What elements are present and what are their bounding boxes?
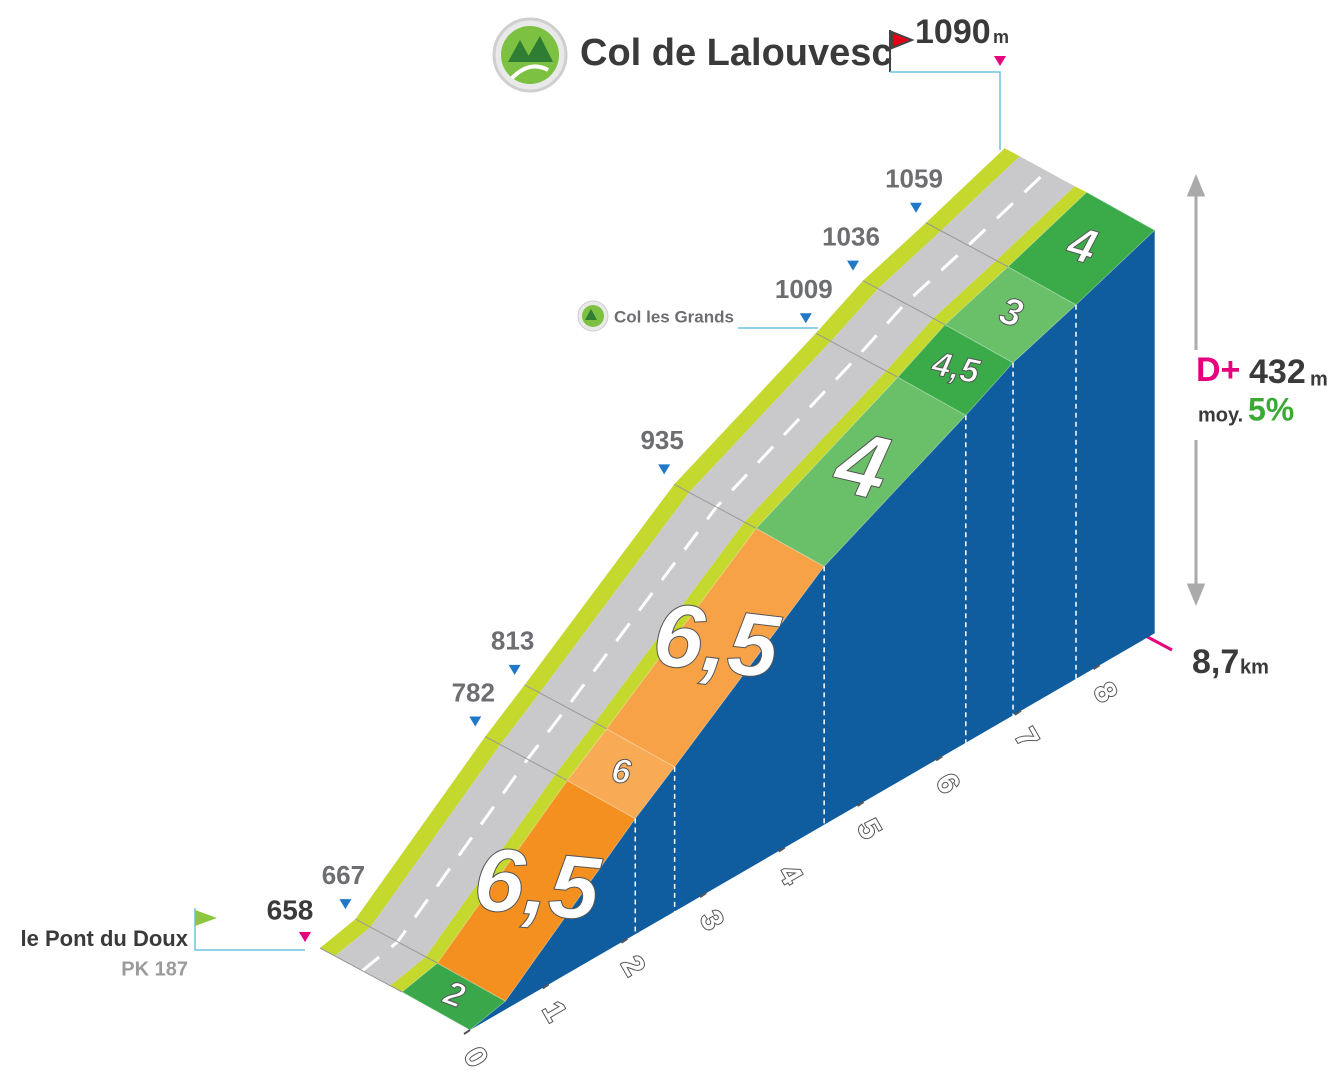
km-tick: [464, 1030, 470, 1034]
distance-unit: km: [1240, 656, 1269, 678]
start-pk: PK 187: [121, 958, 188, 980]
summit-unit: m: [993, 27, 1009, 47]
altitude-label: 813: [491, 626, 534, 656]
altitude-label: 782: [452, 677, 495, 707]
altitude-label: 667: [322, 860, 365, 890]
km-label: 8: [1087, 677, 1124, 708]
average-value: 5%: [1248, 391, 1294, 427]
summit-leader: [890, 72, 1000, 150]
km-label: 3: [693, 905, 730, 936]
km-label: 4: [772, 859, 809, 890]
km-label: 1: [536, 996, 573, 1027]
start-flag: [195, 910, 217, 926]
altitude-marker: [469, 717, 481, 727]
start-altitude: 658: [267, 894, 314, 925]
gradient-label: 6,5: [470, 829, 606, 941]
km-label: 0: [457, 1042, 494, 1073]
start-name: le Pont du Doux: [21, 926, 189, 951]
average-label: moy.: [1198, 404, 1243, 426]
gain-label: D+: [1196, 351, 1240, 389]
altitude-marker: [509, 665, 521, 675]
summit-icon: [494, 19, 566, 91]
km-label: 7: [1008, 723, 1045, 754]
km-label: 2: [614, 951, 651, 982]
summit-name: Col de Lalouvesc: [580, 32, 893, 74]
gradient-label: 6,5: [648, 584, 786, 698]
summit-flag: [890, 30, 912, 72]
pass-name: Col les Grands: [614, 307, 734, 326]
altitude-marker: [847, 261, 859, 271]
summit-marker: [994, 56, 1006, 66]
pass-icon: [578, 301, 608, 331]
altitude-label: 1009: [775, 274, 833, 304]
gain-value: 432: [1249, 353, 1306, 391]
altitude-marker: [910, 203, 922, 213]
altitude-label: 935: [640, 425, 683, 455]
start-marker: [299, 932, 311, 942]
summit-altitude: 1090: [915, 13, 991, 51]
km-label: 6: [929, 768, 966, 799]
altitude-label: 1036: [822, 222, 880, 252]
km-label: 5: [850, 814, 887, 845]
distance-value: 8,7: [1192, 643, 1239, 681]
climb-profile: Col de Lalouvesc 1090 m le Pont du Doux …: [0, 0, 1336, 1073]
gain-unit: m: [1310, 368, 1328, 390]
altitude-marker: [800, 313, 812, 323]
altitude-marker: [658, 464, 670, 474]
altitude-marker: [339, 899, 351, 909]
altitude-label: 1059: [885, 164, 943, 194]
